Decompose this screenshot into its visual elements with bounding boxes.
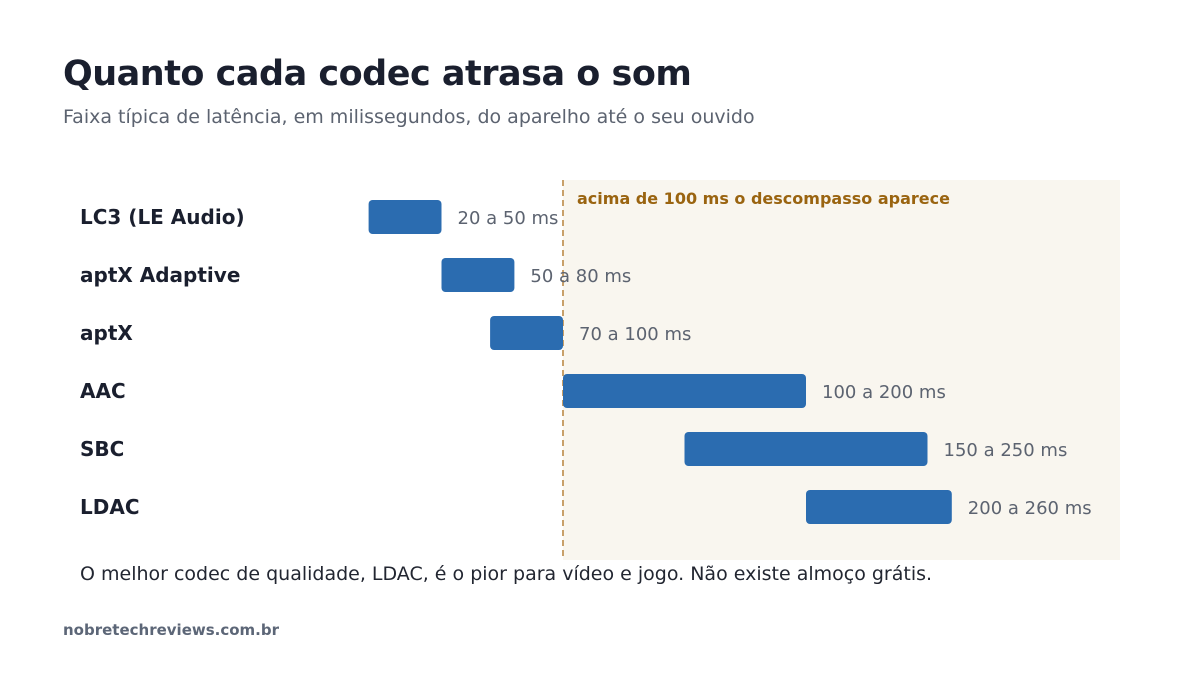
category-label: aptX [80, 321, 133, 345]
chart-row: SBC 150 a 250 ms [80, 432, 1067, 466]
category-label: LDAC [80, 495, 140, 519]
chart-caption: O melhor codec de qualidade, LDAC, é o p… [80, 563, 933, 585]
chart-row: AAC 100 a 200 ms [80, 374, 946, 408]
chart-rows: LC3 (LE Audio) 20 a 50 ms aptX Adaptive 50 … [80, 200, 1092, 524]
chart-title: Quanto cada codec atrasa o som [63, 54, 692, 94]
value-label: 50 a 80 ms [530, 266, 631, 287]
threshold-label: acima de 100 ms o descompasso aparece [577, 189, 950, 208]
chart-subtitle: Faixa típica de latência, em milissegund… [63, 106, 755, 128]
range-bar [368, 200, 442, 234]
range-bar [806, 490, 952, 524]
value-label: 200 a 260 ms [968, 498, 1092, 519]
chart-row: LC3 (LE Audio) 20 a 50 ms [80, 200, 558, 234]
value-label: 150 a 250 ms [944, 440, 1068, 461]
chart-row: aptX Adaptive 50 a 80 ms [80, 258, 631, 292]
range-bar [563, 374, 806, 408]
value-label: 100 a 200 ms [822, 382, 946, 403]
category-label: aptX Adaptive [80, 263, 240, 287]
category-label: LC3 (LE Audio) [80, 205, 245, 229]
category-label: SBC [80, 437, 124, 461]
chart-row: aptX 70 a 100 ms [80, 316, 691, 350]
range-bar [684, 432, 928, 466]
category-label: AAC [80, 379, 126, 403]
value-label: 70 a 100 ms [579, 324, 691, 345]
range-bar [490, 316, 563, 350]
chart-row: LDAC 200 a 260 ms [80, 490, 1092, 524]
value-label: 20 a 50 ms [458, 208, 559, 229]
range-bar [441, 258, 515, 292]
site-footer: nobretechreviews.com.br [63, 621, 280, 639]
